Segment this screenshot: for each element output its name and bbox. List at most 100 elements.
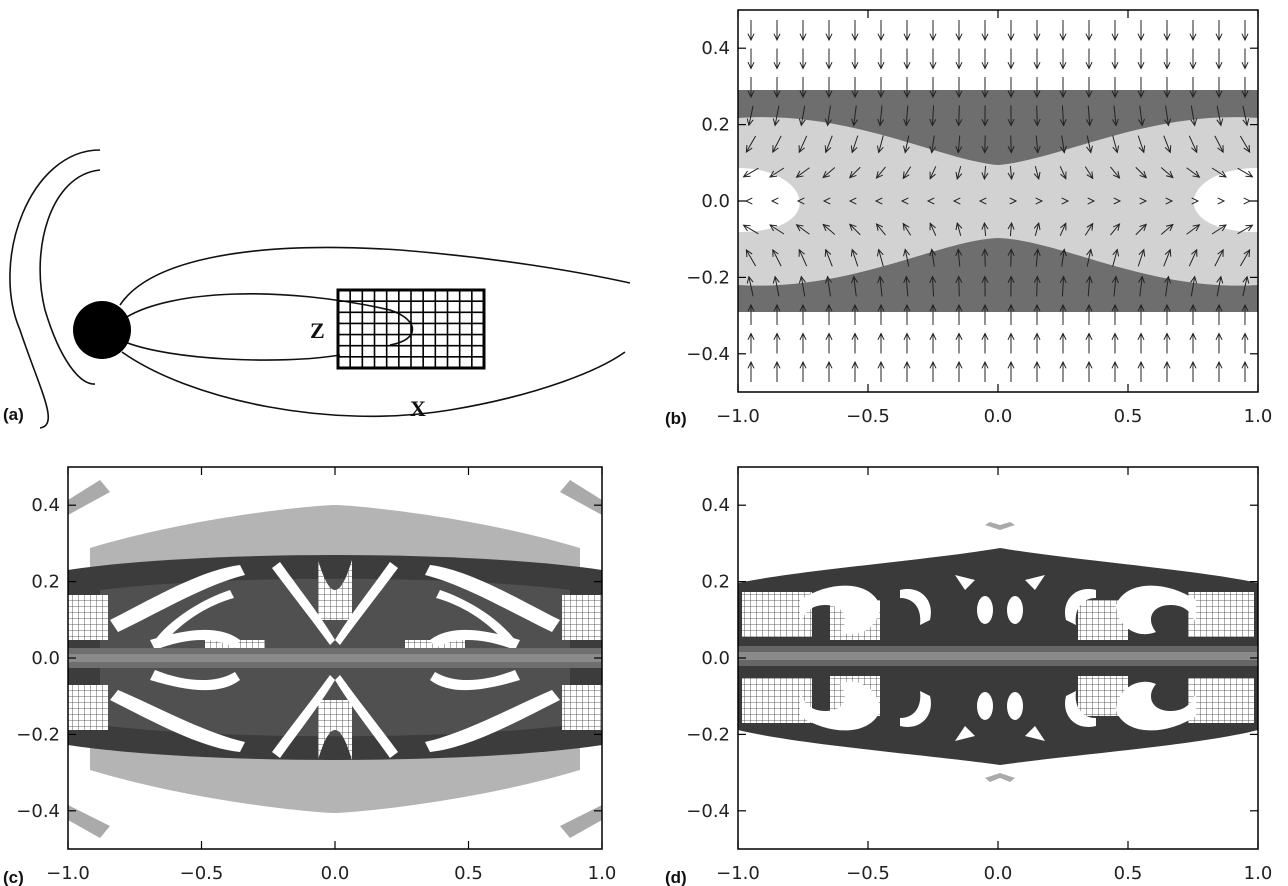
y-tick-label: −0.4 [686, 344, 730, 365]
dipole-field-line-inner [39, 169, 101, 385]
vector-arrowhead [851, 275, 858, 284]
vector-arrow [1061, 249, 1065, 267]
vector-arrowhead [770, 197, 779, 205]
y-tick-label: 0.0 [701, 191, 730, 212]
vector-arrowhead [1243, 249, 1251, 258]
vector-arrowhead [955, 33, 963, 42]
panel-d-label: (d) [665, 868, 687, 886]
vector-arrowhead [851, 332, 859, 341]
vector-arrowhead [903, 145, 910, 154]
x-tick-label: 0.5 [1114, 863, 1143, 884]
vector-arrowhead [929, 332, 937, 341]
vector-arrow [931, 249, 935, 267]
vector-arrowhead [903, 303, 911, 312]
vector-arrowhead [1085, 61, 1093, 70]
vector-arrow [958, 276, 960, 297]
vector-arrowhead [1191, 145, 1198, 154]
vector-arrowhead [1189, 332, 1197, 341]
vector-arrow [1214, 135, 1224, 153]
outer-light-contours-d [985, 522, 1015, 782]
vector-arrowhead [1139, 170, 1148, 179]
vector-arrowhead [851, 90, 859, 99]
vector-arrowhead [1217, 248, 1224, 257]
vector-arrowhead [851, 360, 859, 369]
vector-arrowhead [903, 332, 911, 341]
vector-arrowhead [1215, 303, 1223, 312]
tail-field-line-inner-bottom [124, 341, 341, 361]
vector-arrowhead [1033, 33, 1041, 42]
y-tick-label: −0.2 [686, 267, 730, 288]
vector-arrow [1216, 105, 1222, 126]
vector-arrowhead [1191, 248, 1198, 257]
x-tick-label: −0.5 [846, 863, 890, 884]
vector-arrowhead [955, 118, 963, 127]
vector-arrow [1010, 135, 1012, 153]
vector-arrowhead [1165, 170, 1174, 179]
vector-arrow [825, 249, 833, 267]
vector-arrowhead [1007, 221, 1015, 230]
vector-arrowhead [981, 118, 989, 127]
vector-arrow [743, 224, 759, 235]
vector-arrowhead [1137, 303, 1145, 312]
vector-arrowhead [877, 332, 885, 341]
vector-arrow [1239, 135, 1251, 153]
vector-arrowhead [747, 61, 755, 70]
vector-arrowhead [747, 90, 755, 99]
vector-arrowhead [955, 61, 963, 70]
vector-arrowhead [929, 275, 937, 284]
vector-arrowhead [850, 145, 858, 154]
vector-arrowhead [981, 33, 989, 42]
vector-arrowhead [1189, 61, 1197, 70]
vector-arrow [796, 167, 810, 178]
vector-arrow [983, 165, 987, 180]
vector-arrowhead [822, 170, 831, 179]
y-tick-label: 0.4 [701, 38, 730, 59]
vector-arrow [769, 224, 785, 235]
vector-arrowhead [1165, 223, 1174, 232]
vector-arrowhead [1192, 224, 1201, 232]
vector-arrowhead [1007, 61, 1015, 70]
y-tick-label: −0.4 [686, 801, 730, 822]
vector-arrow [931, 276, 935, 297]
vector-arrowhead [1218, 170, 1227, 178]
vector-arrowhead [795, 224, 804, 232]
vector-arrowhead [824, 145, 832, 154]
vector-arrow [851, 135, 859, 153]
vector-arrowhead [851, 303, 859, 312]
vector-arrowhead [1163, 61, 1171, 70]
vector-arrowhead [877, 275, 885, 284]
vector-arrowhead [903, 118, 911, 127]
vector-arrowhead [981, 332, 989, 341]
vector-arrowhead [1007, 172, 1015, 181]
vector-arrowhead [1007, 303, 1015, 312]
vector-arrow [748, 276, 754, 297]
vector-arrow [1009, 222, 1013, 237]
vector-arrowhead [1215, 61, 1223, 70]
vector-arrowhead [877, 33, 885, 42]
vector-arrow [1186, 224, 1200, 235]
vector-arrowhead [824, 248, 832, 257]
vector-arrow [1186, 167, 1200, 178]
vector-arrow [1035, 249, 1039, 267]
vector-arrow [1165, 276, 1169, 297]
vector-arrowhead [1113, 197, 1122, 205]
z-axis-label: Z [310, 318, 325, 343]
vector-arrowhead [795, 170, 804, 178]
vector-arrowhead [1007, 90, 1015, 99]
vector-arrowhead [1137, 332, 1145, 341]
vector-arrow [879, 105, 883, 126]
vector-arrowhead [1138, 248, 1146, 257]
vector-arrow [1237, 224, 1253, 235]
vector-arrowhead [1164, 118, 1172, 127]
vector-arrowhead [1164, 145, 1172, 154]
white-filament-streaks [110, 562, 560, 758]
x-tick-label: 0.5 [1114, 406, 1143, 427]
vector-arrow [798, 249, 808, 267]
vector-arrowhead [825, 33, 833, 42]
vector-arrowhead [825, 303, 833, 312]
vector-arrowhead [929, 90, 937, 99]
vector-arrowhead [1059, 275, 1067, 284]
vector-arrow [1112, 249, 1118, 267]
vector-arrow [748, 105, 754, 126]
vector-arrowhead [1242, 275, 1250, 284]
